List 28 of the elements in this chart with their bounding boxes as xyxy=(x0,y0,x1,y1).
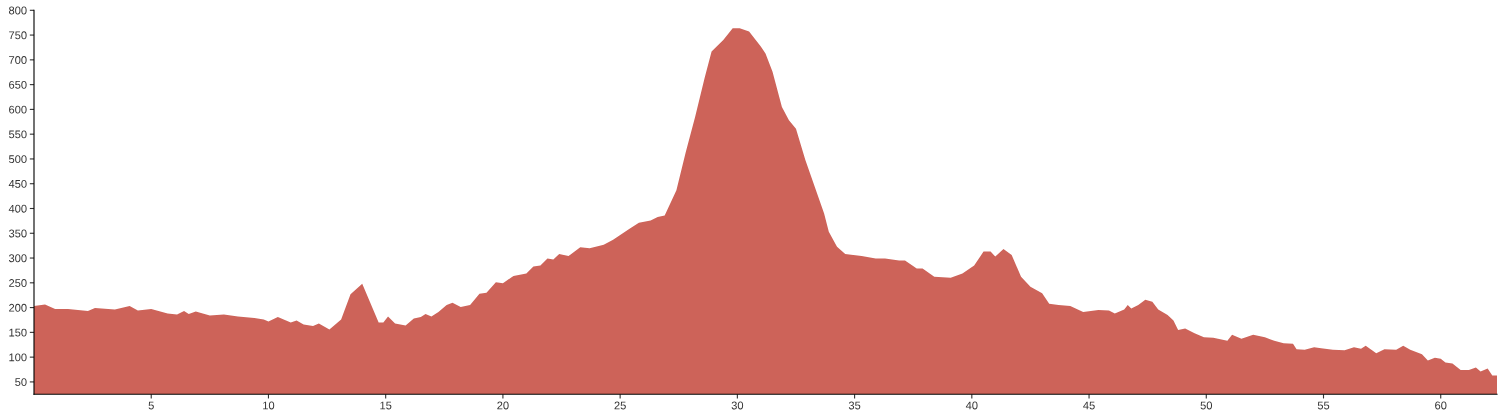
y-tick-label: 100 xyxy=(9,353,27,362)
y-tick-label: 300 xyxy=(8,254,27,263)
x-tick-label: 10 xyxy=(263,401,275,410)
y-tick-label: 550 xyxy=(8,130,27,139)
x-tick-label: 30 xyxy=(731,401,744,410)
y-tick-label: 500 xyxy=(8,155,27,164)
x-tick-label: 20 xyxy=(497,401,509,410)
x-tick-label: 40 xyxy=(965,401,978,410)
y-tick-label: 250 xyxy=(9,279,27,287)
y-tick-label: 750 xyxy=(9,31,27,40)
x-tick-label: 45 xyxy=(1083,401,1095,410)
y-tick-label: 600 xyxy=(9,105,27,114)
y-tick-label: 450 xyxy=(8,179,27,188)
y-tick-label: 700 xyxy=(9,56,27,64)
x-tick-label: 55 xyxy=(1317,401,1330,410)
y-tick-label: 400 xyxy=(8,204,27,213)
x-tick-label: 5 xyxy=(148,401,154,410)
y-tick-label: 350 xyxy=(8,229,27,238)
x-tick-label: 60 xyxy=(1435,401,1447,410)
y-tick-label: 200 xyxy=(9,303,27,312)
x-tick-label: 25 xyxy=(614,401,626,410)
x-tick-label: 15 xyxy=(380,401,392,410)
y-tick-label: 800 xyxy=(9,6,27,15)
y-tick-label: 650 xyxy=(9,80,27,89)
x-tick-label: 50 xyxy=(1200,401,1213,410)
x-tick-label: 35 xyxy=(848,401,861,410)
y-tick-label: 150 xyxy=(9,328,27,337)
y-tick-label: 50 xyxy=(15,378,27,387)
